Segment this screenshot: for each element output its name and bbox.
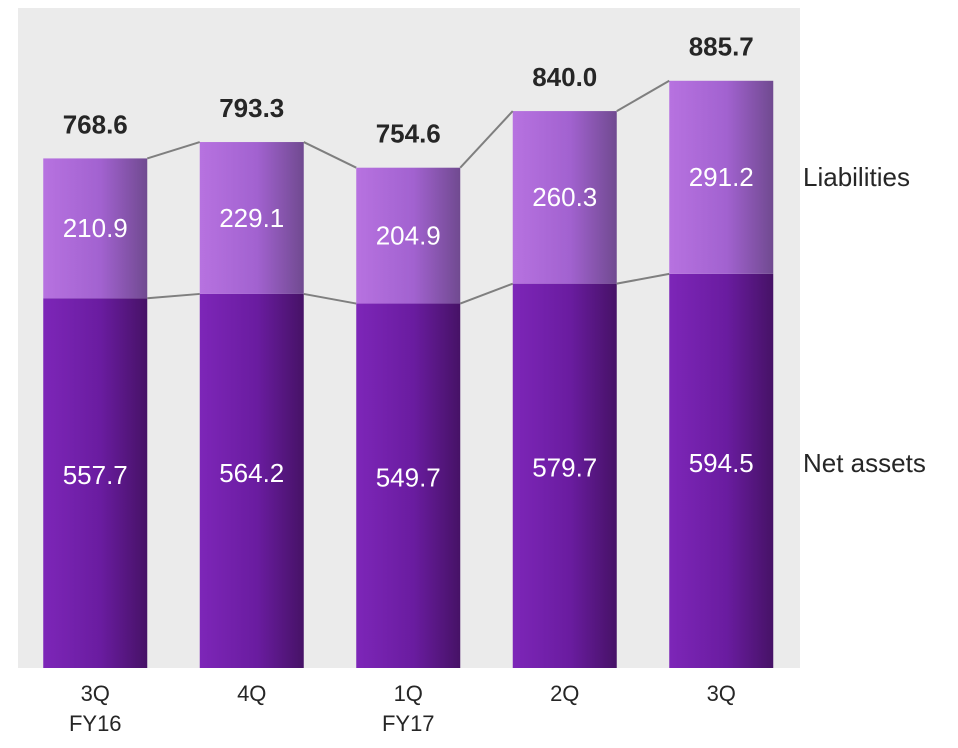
connector [146, 141, 201, 160]
legend-label: Net assets [803, 448, 926, 478]
bar-segment [199, 293, 304, 668]
x-tick-label: 1Q [394, 681, 423, 706]
connector [459, 282, 514, 305]
x-tick-label: 2Q [550, 681, 579, 706]
x-tick-label: FY17 [382, 711, 435, 736]
bar-segment [356, 167, 461, 304]
x-tick-label: 3Q [707, 681, 736, 706]
bar-segment [356, 303, 461, 668]
x-tick-label: 3Q [81, 681, 110, 706]
bar-segment [43, 158, 148, 299]
value-label: 260.3 [532, 182, 597, 212]
total-label: 840.0 [532, 62, 597, 92]
bar-segment [669, 80, 774, 274]
x-tick-label: 4Q [237, 681, 266, 706]
value-label: 204.9 [376, 220, 441, 250]
legend-label: Liabilities [803, 162, 910, 192]
bar-segment [512, 283, 617, 668]
bar-segment [512, 111, 617, 284]
bar-segment [199, 142, 304, 294]
value-label: 557.7 [63, 460, 128, 490]
total-label: 768.6 [63, 109, 128, 139]
value-label: 594.5 [689, 448, 754, 478]
value-label: 210.9 [63, 213, 128, 243]
connector [303, 141, 357, 169]
connector [303, 292, 357, 305]
value-label: 579.7 [532, 453, 597, 483]
connector [616, 272, 670, 285]
value-label: 549.7 [376, 463, 441, 493]
total-label: 793.3 [219, 93, 284, 123]
bar-segment [669, 273, 774, 668]
connector [616, 79, 670, 112]
total-label: 885.7 [689, 32, 754, 62]
value-label: 564.2 [219, 458, 284, 488]
value-label: 229.1 [219, 203, 284, 233]
total-label: 754.6 [376, 119, 441, 149]
value-label: 291.2 [689, 162, 754, 192]
connector [459, 110, 514, 169]
x-tick-label: FY16 [69, 711, 122, 736]
connector [147, 292, 200, 300]
bar-segment [43, 298, 148, 668]
